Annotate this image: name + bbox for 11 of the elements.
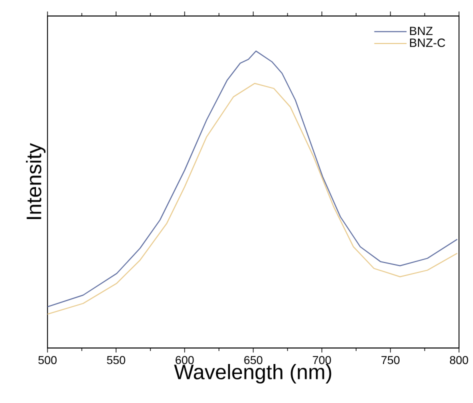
x-tick-label: 700 [312, 356, 331, 364]
x-axis-title: Wavelength (nm) [174, 364, 332, 384]
x-tick-label: 600 [176, 356, 194, 364]
legend-label: BNZ-C [410, 38, 446, 47]
y-axis-title: Intensity [26, 143, 46, 220]
x-tick-label: 650 [244, 356, 262, 364]
legend-label: BNZ [410, 26, 433, 36]
x-tick-label: 800 [450, 356, 468, 364]
x-tick-label: 500 [38, 356, 57, 364]
x-tick-label: 750 [381, 356, 400, 364]
x-tick-label: 550 [106, 356, 126, 364]
